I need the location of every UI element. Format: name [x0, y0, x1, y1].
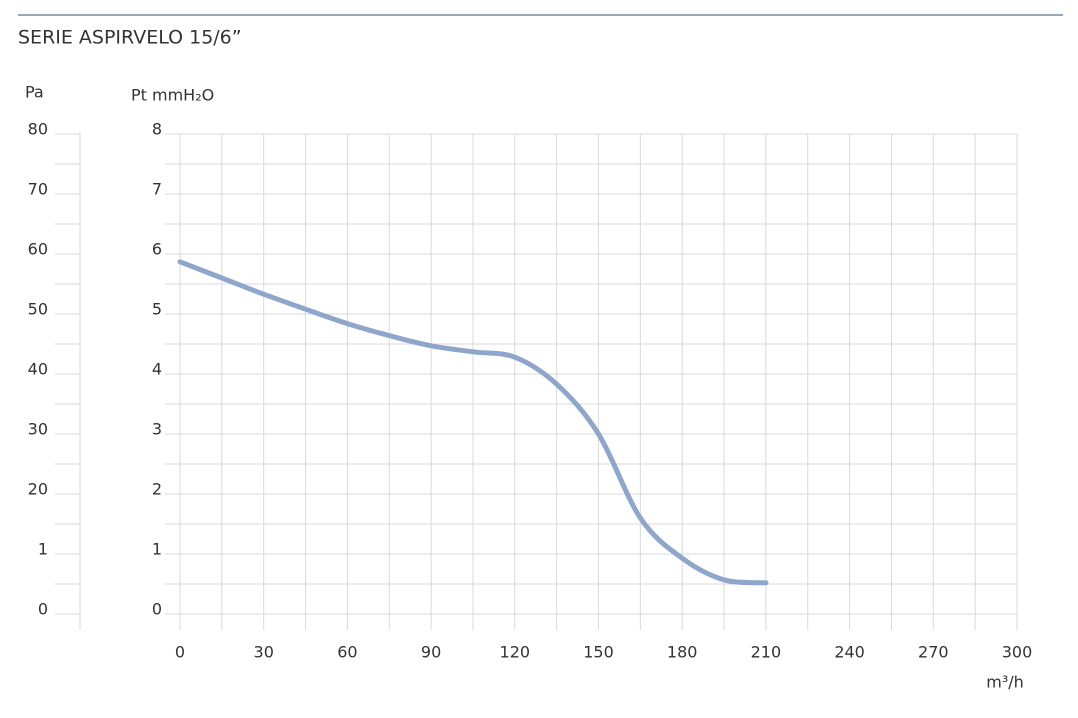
x-tick-label: 270 [918, 643, 949, 662]
y-tick-label: 8 [152, 120, 162, 139]
y-tick-label: 1 [152, 540, 162, 559]
x-tick-label: 210 [751, 643, 782, 662]
y-tick-label: 4 [152, 360, 162, 379]
y-tick-label: 7 [152, 180, 162, 199]
x-tick-label: 30 [254, 643, 274, 662]
y2-tick-label: 50 [28, 300, 48, 319]
y2-axis-label: Pa [25, 83, 44, 102]
y2-tick-label: 20 [28, 480, 48, 499]
y-axis-label: Pt mmH₂O [131, 86, 214, 105]
x-tick-label: 0 [175, 643, 185, 662]
y2-tick-label: 1 [38, 540, 48, 559]
y2-tick-label: 70 [28, 180, 48, 199]
y-tick-label: 5 [152, 300, 162, 319]
y2-tick-label: 30 [28, 420, 48, 439]
x-tick-label: 180 [667, 643, 698, 662]
x-axis-label: m³/h [986, 673, 1024, 692]
x-tick-label: 60 [337, 643, 357, 662]
x-tick-label: 150 [583, 643, 614, 662]
y2-tick-label: 40 [28, 360, 48, 379]
x-tick-label: 300 [1002, 643, 1033, 662]
y2-tick-label: 0 [38, 600, 48, 619]
y-tick-label: 2 [152, 480, 162, 499]
y2-tick-label: 80 [28, 120, 48, 139]
y-tick-label: 6 [152, 240, 162, 259]
x-tick-label: 90 [421, 643, 441, 662]
y2-tick-label: 60 [28, 240, 48, 259]
y-tick-label: 0 [152, 600, 162, 619]
x-tick-label: 240 [834, 643, 865, 662]
chart-title: SERIE ASPIRVELO 15/6” [18, 27, 242, 49]
x-tick-label: 120 [500, 643, 531, 662]
data-line [177, 259, 769, 586]
y-tick-label: 3 [152, 420, 162, 439]
